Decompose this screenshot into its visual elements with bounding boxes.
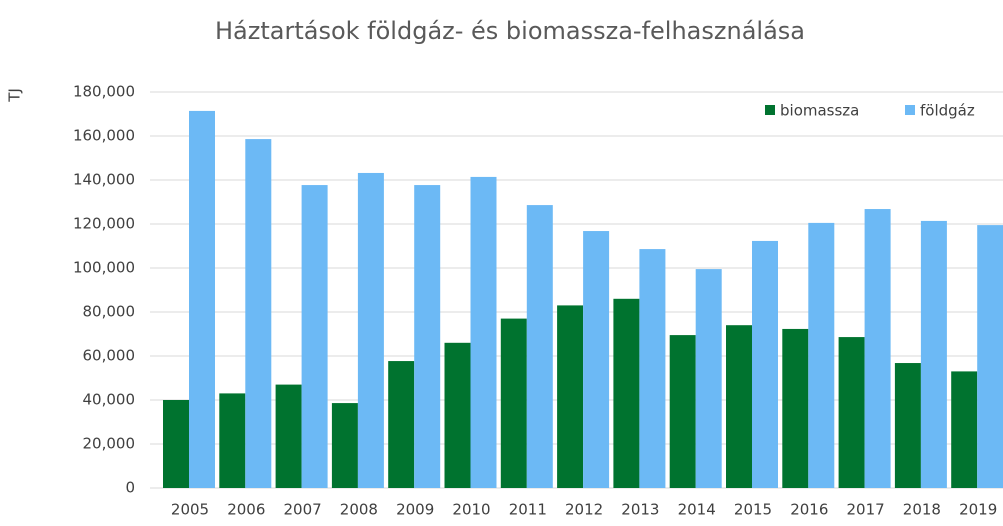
bar — [388, 361, 415, 488]
chart-title: Háztartások földgáz- és biomassza-felhas… — [215, 17, 805, 45]
bar — [275, 384, 302, 488]
x-tick-label: 2015 — [734, 501, 772, 519]
bar — [163, 400, 189, 488]
bar — [500, 318, 527, 488]
y-tick-label: 20,000 — [83, 435, 136, 453]
bar — [189, 110, 215, 489]
x-tick-label: 2010 — [452, 501, 490, 519]
x-tick-label: 2019 — [959, 501, 997, 519]
y-tick-label: 180,000 — [73, 83, 135, 101]
x-tick-label: 2018 — [903, 501, 941, 519]
bar — [613, 298, 640, 488]
bar — [977, 225, 1003, 488]
bar — [808, 222, 835, 488]
bar — [526, 205, 553, 488]
legend-label: biomassza — [780, 102, 859, 120]
x-tick-label: 2008 — [340, 501, 378, 519]
x-tick-label: 2012 — [565, 501, 603, 519]
x-tick-label: 2016 — [790, 501, 828, 519]
bar — [951, 371, 978, 488]
bar — [557, 305, 584, 488]
bar — [444, 342, 471, 488]
legend-swatch — [905, 105, 915, 115]
x-tick-label: 2017 — [847, 501, 885, 519]
y-tick-label: 120,000 — [73, 215, 135, 233]
bar — [695, 269, 722, 488]
x-tick-label: 2009 — [396, 501, 434, 519]
bar — [331, 403, 358, 488]
y-tick-label: 100,000 — [73, 259, 135, 277]
legend-label: földgáz — [920, 102, 975, 120]
bar — [639, 249, 666, 488]
bar — [920, 220, 947, 489]
bar — [245, 139, 272, 488]
bar — [219, 393, 246, 488]
x-tick-label: 2011 — [509, 501, 547, 519]
bar — [669, 335, 696, 488]
bar — [894, 363, 921, 488]
y-tick-label: 80,000 — [83, 303, 136, 321]
x-tick-label: 2005 — [171, 501, 209, 519]
bar — [583, 231, 610, 489]
x-tick-label: 2006 — [227, 501, 265, 519]
y-tick-label: 140,000 — [73, 171, 135, 189]
x-tick-label: 2007 — [284, 501, 322, 519]
y-tick-label: 0 — [125, 479, 135, 497]
bar — [752, 240, 778, 488]
x-tick-label: 2013 — [621, 501, 659, 519]
legend-swatch — [765, 105, 775, 115]
bar — [357, 172, 384, 488]
y-tick-label: 40,000 — [83, 391, 136, 409]
bar — [838, 337, 865, 488]
y-tick-label: 60,000 — [83, 347, 136, 365]
x-tick-label: 2014 — [678, 501, 716, 519]
bar — [414, 185, 441, 488]
bar — [301, 185, 328, 488]
bar — [726, 325, 752, 488]
bar — [864, 209, 891, 489]
bar — [782, 328, 809, 488]
y-tick-label: 160,000 — [73, 127, 135, 145]
bar — [470, 176, 497, 489]
y-axis-label: TJ — [6, 88, 24, 103]
